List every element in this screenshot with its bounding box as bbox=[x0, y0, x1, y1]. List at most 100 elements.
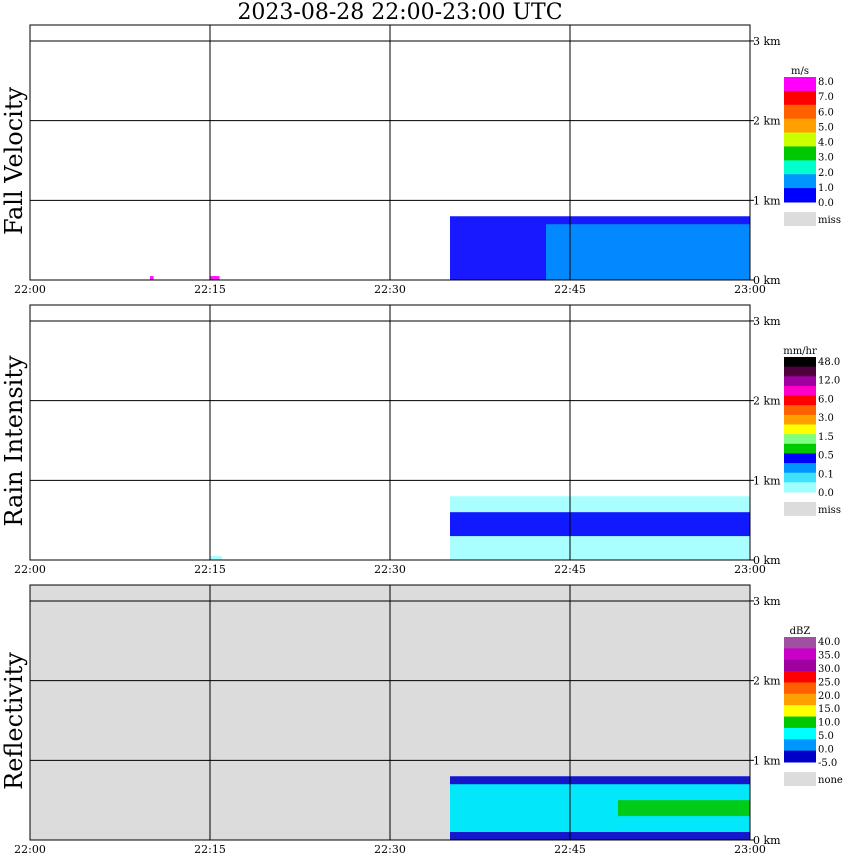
y-tick-label: 0 km bbox=[753, 834, 781, 847]
legend-swatch bbox=[784, 146, 816, 161]
x-tick-label: 22:15 bbox=[194, 843, 226, 856]
legend-label: 8.0 bbox=[818, 77, 834, 88]
data-cell-2 bbox=[450, 512, 750, 537]
legend-title: mm/hr bbox=[783, 346, 817, 357]
legend-label: 10.0 bbox=[818, 718, 840, 729]
panel-3 bbox=[29, 584, 816, 841]
legend-label: 0.0 bbox=[818, 488, 834, 499]
legend-swatch bbox=[784, 750, 816, 763]
x-tick-label: 22:30 bbox=[374, 563, 406, 576]
legend-swatch bbox=[784, 118, 816, 134]
chart-title: 2023-08-28 22:00-23:00 UTC bbox=[237, 0, 563, 25]
x-tick-label: 22:00 bbox=[14, 283, 46, 296]
legend-swatch bbox=[784, 77, 816, 92]
legend-swatch bbox=[784, 132, 816, 147]
legend-swatch bbox=[784, 463, 816, 474]
legend-swatch bbox=[784, 671, 816, 683]
legend-missing-swatch bbox=[784, 772, 816, 786]
legend-swatch bbox=[784, 482, 816, 493]
y-tick-label: 2 km bbox=[753, 115, 781, 128]
legend-swatch bbox=[784, 472, 816, 483]
legend-swatch bbox=[784, 443, 816, 454]
legend-label: 7.0 bbox=[818, 92, 834, 103]
x-tick-label: 23:00 bbox=[734, 843, 766, 856]
x-tick-label: 23:00 bbox=[734, 283, 766, 296]
legend-swatch bbox=[784, 637, 816, 649]
legend-swatch bbox=[784, 357, 816, 368]
x-tick-label: 22:15 bbox=[194, 283, 226, 296]
x-tick-label: 22:00 bbox=[14, 843, 46, 856]
legend-swatch bbox=[784, 174, 816, 189]
y-tick-label: 3 km bbox=[753, 315, 781, 328]
legend-label: 0.0 bbox=[818, 198, 834, 209]
x-tick-label: 23:00 bbox=[734, 563, 766, 576]
panel-2 bbox=[29, 304, 816, 561]
legend-missing-label: miss bbox=[818, 215, 841, 226]
legend-label: 20.0 bbox=[818, 691, 840, 702]
legend-swatch bbox=[784, 682, 816, 695]
y-tick-label: 1 km bbox=[753, 754, 781, 767]
y-tick-label: 1 km bbox=[753, 194, 781, 207]
legend-label: -5.0 bbox=[818, 758, 837, 769]
panel-1 bbox=[29, 24, 816, 281]
legend-missing-label: miss bbox=[818, 505, 841, 516]
legend-swatch bbox=[784, 659, 816, 672]
legend-label: 3.0 bbox=[818, 153, 834, 164]
legend-label: 40.0 bbox=[818, 637, 840, 648]
legend-title: dBZ bbox=[790, 626, 811, 637]
x-tick-label: 22:30 bbox=[374, 283, 406, 296]
data-cell-2 bbox=[546, 224, 750, 280]
legend-swatch bbox=[784, 739, 816, 752]
legend-label: 30.0 bbox=[818, 664, 840, 675]
legend-label: 35.0 bbox=[818, 650, 840, 661]
legend-label: 1.0 bbox=[818, 183, 834, 194]
y-tick-label: 0 km bbox=[753, 554, 781, 567]
legend-label: 6.0 bbox=[818, 107, 834, 118]
legend-swatch bbox=[784, 705, 816, 718]
legend-swatch bbox=[784, 434, 816, 445]
x-tick-label: 22:00 bbox=[14, 563, 46, 576]
legend-swatch bbox=[784, 366, 816, 377]
legend-swatch bbox=[784, 716, 816, 729]
data-cell-4 bbox=[210, 276, 220, 280]
y-tick-label: 3 km bbox=[753, 35, 781, 48]
y-tick-label: 3 km bbox=[753, 595, 781, 608]
legend-swatch bbox=[784, 104, 816, 120]
x-tick-label: 22:30 bbox=[374, 843, 406, 856]
data-cell-3 bbox=[210, 556, 222, 560]
legend-swatch bbox=[784, 90, 816, 106]
y-tick-label: 0 km bbox=[753, 274, 781, 287]
legend-swatch bbox=[784, 424, 816, 435]
legend-swatch bbox=[784, 385, 816, 397]
legend-swatch bbox=[784, 414, 816, 425]
legend-label: 0.0 bbox=[818, 745, 834, 756]
legend-swatch bbox=[784, 395, 816, 406]
legend-label: 2.0 bbox=[818, 168, 834, 179]
legend-label: 15.0 bbox=[818, 704, 840, 715]
x-tick-label: 22:15 bbox=[194, 563, 226, 576]
legend-label: 0.5 bbox=[818, 451, 834, 462]
panel-frame bbox=[29, 304, 751, 561]
legend-label: 12.0 bbox=[818, 376, 840, 387]
legend-swatch bbox=[784, 727, 816, 740]
legend-missing-swatch bbox=[784, 212, 816, 226]
x-tick-label: 22:45 bbox=[554, 563, 586, 576]
data-cell-3 bbox=[150, 276, 154, 280]
x-tick-label: 22:45 bbox=[554, 283, 586, 296]
legend-missing-label: none bbox=[818, 775, 843, 786]
panel-frame bbox=[29, 24, 751, 281]
legend-label: 25.0 bbox=[818, 677, 840, 688]
y-tick-label: 2 km bbox=[753, 395, 781, 408]
legend-label: 0.1 bbox=[818, 469, 834, 480]
data-cell-3 bbox=[618, 800, 750, 817]
legend-label: 1.5 bbox=[818, 432, 834, 443]
legend-label: 5.0 bbox=[818, 122, 834, 133]
legend-label: 48.0 bbox=[818, 357, 840, 368]
legend-swatch bbox=[784, 160, 816, 175]
legend-swatch bbox=[784, 648, 816, 661]
legend-label: 6.0 bbox=[818, 394, 834, 405]
x-tick-label: 22:45 bbox=[554, 843, 586, 856]
y-tick-label: 2 km bbox=[753, 675, 781, 688]
legend-swatch bbox=[784, 188, 816, 203]
